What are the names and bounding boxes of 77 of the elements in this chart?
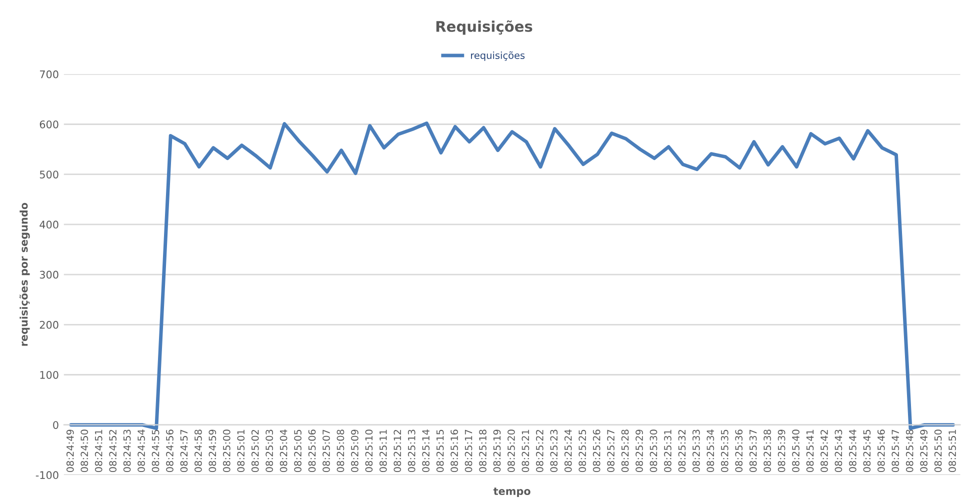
y-tick-label: 100: [40, 370, 58, 379]
x-tick-label: 08:25:31: [664, 430, 672, 472]
x-tick-label: 08:24:49: [66, 430, 74, 472]
legend-label: requisições: [471, 51, 525, 61]
x-tick-label: 08:25:15: [436, 430, 444, 472]
x-tick-label: 08:25:28: [621, 430, 629, 472]
x-tick-label: 08:25:37: [749, 430, 757, 472]
x-tick-label: 08:25:14: [422, 430, 430, 472]
x-tick-label: 08:25:08: [336, 430, 344, 472]
x-tick-label: 08:24:53: [123, 430, 131, 472]
x-tick-label: 08:24:56: [166, 430, 174, 472]
x-axis-title: tempo: [493, 488, 530, 498]
x-tick-label: 08:25:38: [764, 430, 771, 472]
x-tick-label: 08:25:48: [906, 430, 914, 472]
x-tick-label: 08:25:33: [692, 430, 700, 472]
x-tick-label: 08:25:18: [479, 430, 486, 472]
x-tick-label: 08:25:12: [394, 430, 402, 472]
x-tick-label: 08:25:20: [508, 430, 515, 472]
y-tick-label: 400: [40, 220, 58, 229]
x-tick-label: 08:25:46: [877, 430, 885, 472]
x-tick-label: 08:25:00: [222, 430, 230, 472]
x-tick-label: 08:24:52: [109, 430, 117, 472]
x-tick-label: 08:25:13: [408, 430, 416, 472]
x-tick-label: 08:25:41: [806, 430, 814, 472]
x-tick-label: 08:25:17: [464, 430, 472, 472]
x-tick-label: 08:25:24: [564, 430, 572, 472]
x-tick-label: 08:25:51: [948, 430, 956, 472]
line-series: [69, 122, 955, 430]
x-tick-label: 08:25:03: [266, 430, 274, 472]
x-tick-label: 08:24:51: [94, 430, 102, 472]
x-tick-label: 08:25:45: [863, 430, 871, 472]
x-tick-label: 08:25:01: [237, 430, 245, 472]
x-tick-label: 08:25:09: [351, 430, 358, 472]
x-tick-label: 08:25:29: [636, 430, 643, 472]
x-tick-label: 08:24:54: [138, 430, 145, 472]
x-tick-label: 08:25:36: [735, 430, 743, 472]
x-tick-label: 08:25:04: [280, 430, 288, 472]
x-tick-label: 08:25:06: [308, 430, 316, 472]
x-tick-label: 08:25:50: [934, 430, 942, 472]
x-tick-label: 08:25:02: [251, 430, 259, 472]
x-tick-label: 08:25:35: [720, 430, 728, 472]
x-tick-label: 08:25:47: [892, 430, 900, 472]
x-tick-label: 08:24:50: [80, 430, 88, 472]
x-tick-label: 08:25:30: [650, 430, 658, 472]
x-tick-label: 08:25:34: [706, 430, 714, 472]
y-tick-label: 600: [40, 120, 58, 128]
x-tick-label: 08:25:16: [450, 430, 458, 472]
x-tick-label: 08:25:43: [834, 430, 842, 472]
x-tick-label: 08:24:59: [208, 430, 216, 472]
x-tick-label: 08:25:32: [678, 430, 686, 472]
y-tick-label: 500: [40, 170, 58, 178]
x-tick-label: 08:24:57: [180, 430, 188, 472]
x-tick-label: 08:25:21: [522, 430, 530, 472]
y-tick-label: 700: [40, 70, 58, 78]
x-tick-label: 08:25:26: [592, 430, 600, 472]
x-tick-label: 08:25:05: [294, 430, 302, 472]
x-tick-label: 08:25:07: [322, 430, 330, 472]
y-tick-label: 200: [40, 320, 58, 329]
x-tick-label: 08:25:44: [849, 430, 856, 472]
x-tick-label: 08:25:23: [550, 430, 558, 472]
x-tick-label: 08:24:55: [152, 430, 160, 472]
x-tick-label: 08:25:27: [607, 430, 614, 472]
x-tick-label: 08:25:39: [778, 430, 786, 472]
x-tick-label: 08:25:19: [493, 430, 501, 472]
y-tick-label: -100: [36, 471, 58, 480]
x-tick-label: 08:25:42: [820, 430, 828, 472]
x-tick-label: 08:25:25: [578, 430, 586, 472]
y-tick-label: 0: [53, 421, 58, 429]
x-tick-label: 08:25:10: [365, 430, 373, 472]
x-tick-label: 08:25:11: [379, 430, 387, 472]
y-axis-title: requisições por segundo: [19, 202, 30, 346]
chart-title: Requisições: [436, 20, 532, 35]
x-tick-label: 08:25:40: [792, 430, 800, 472]
x-tick-label: 08:25:22: [536, 430, 544, 472]
x-tick-label: 08:24:58: [194, 430, 202, 472]
y-tick-label: 300: [40, 270, 58, 279]
x-tick-label: 08:25:49: [920, 430, 928, 472]
